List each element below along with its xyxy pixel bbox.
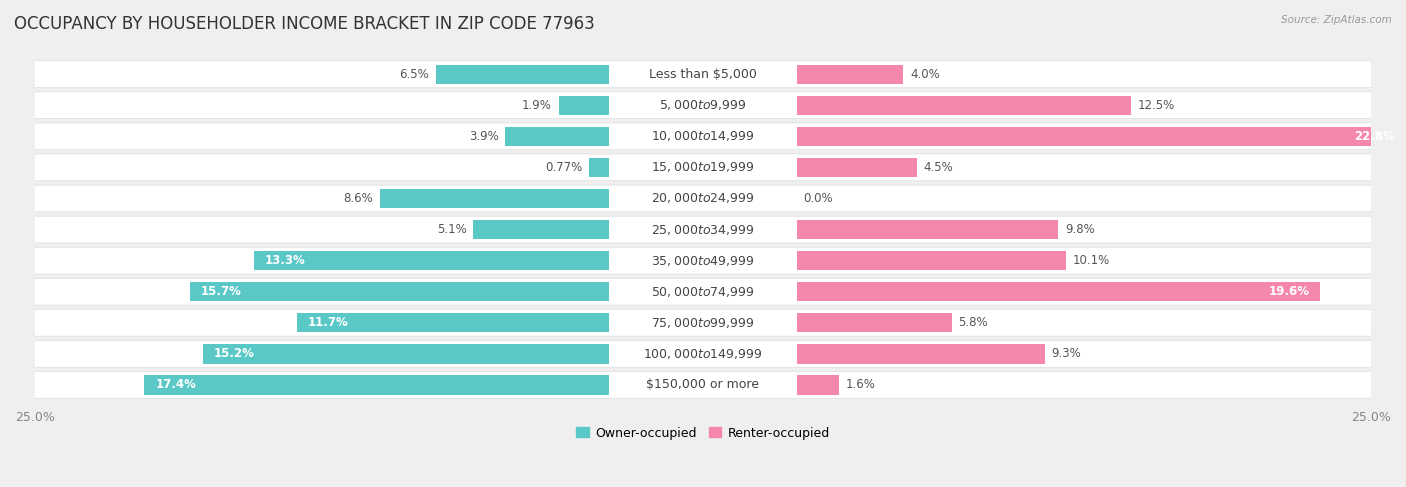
Text: $75,000 to $99,999: $75,000 to $99,999: [651, 316, 755, 330]
Text: $15,000 to $19,999: $15,000 to $19,999: [651, 160, 755, 174]
Bar: [797, 344, 1045, 363]
FancyBboxPatch shape: [34, 216, 1372, 243]
Text: 9.8%: 9.8%: [1066, 223, 1095, 236]
Text: 11.7%: 11.7%: [308, 316, 349, 329]
FancyBboxPatch shape: [34, 123, 1372, 150]
Text: $5,000 to $9,999: $5,000 to $9,999: [659, 98, 747, 112]
Text: 8.6%: 8.6%: [343, 192, 373, 205]
Text: $10,000 to $14,999: $10,000 to $14,999: [651, 130, 755, 143]
Text: $50,000 to $74,999: $50,000 to $74,999: [651, 285, 755, 299]
FancyBboxPatch shape: [34, 309, 1372, 336]
Bar: [380, 189, 609, 208]
Text: 5.8%: 5.8%: [959, 316, 988, 329]
Legend: Owner-occupied, Renter-occupied: Owner-occupied, Renter-occupied: [571, 422, 835, 445]
Bar: [436, 64, 609, 84]
Bar: [797, 220, 1059, 239]
Text: 0.77%: 0.77%: [546, 161, 582, 174]
Text: 17.4%: 17.4%: [155, 378, 195, 392]
Text: 9.3%: 9.3%: [1052, 347, 1081, 360]
FancyBboxPatch shape: [34, 247, 1372, 274]
Text: 19.6%: 19.6%: [1268, 285, 1309, 298]
Bar: [505, 127, 609, 146]
Bar: [797, 158, 917, 177]
Bar: [145, 375, 609, 394]
FancyBboxPatch shape: [34, 372, 1372, 398]
Text: 5.1%: 5.1%: [437, 223, 467, 236]
Bar: [190, 282, 609, 301]
Text: 13.3%: 13.3%: [264, 254, 305, 267]
FancyBboxPatch shape: [34, 185, 1372, 212]
FancyBboxPatch shape: [34, 154, 1372, 181]
Bar: [297, 313, 609, 333]
Text: 0.0%: 0.0%: [803, 192, 832, 205]
Text: $100,000 to $149,999: $100,000 to $149,999: [644, 347, 762, 361]
Text: $150,000 or more: $150,000 or more: [647, 378, 759, 392]
Text: 6.5%: 6.5%: [399, 68, 429, 81]
Text: 1.6%: 1.6%: [846, 378, 876, 392]
FancyBboxPatch shape: [34, 279, 1372, 305]
FancyBboxPatch shape: [34, 92, 1372, 119]
Bar: [474, 220, 609, 239]
Text: 15.2%: 15.2%: [214, 347, 254, 360]
Text: $20,000 to $24,999: $20,000 to $24,999: [651, 191, 755, 206]
Text: 15.7%: 15.7%: [201, 285, 242, 298]
Text: 1.9%: 1.9%: [522, 99, 553, 112]
Text: 22.8%: 22.8%: [1354, 130, 1395, 143]
Text: 4.5%: 4.5%: [924, 161, 953, 174]
Bar: [797, 282, 1320, 301]
Text: $35,000 to $49,999: $35,000 to $49,999: [651, 254, 755, 268]
Bar: [254, 251, 609, 270]
Text: 10.1%: 10.1%: [1073, 254, 1111, 267]
Bar: [797, 64, 904, 84]
Text: OCCUPANCY BY HOUSEHOLDER INCOME BRACKET IN ZIP CODE 77963: OCCUPANCY BY HOUSEHOLDER INCOME BRACKET …: [14, 15, 595, 33]
Bar: [589, 158, 609, 177]
Text: 3.9%: 3.9%: [468, 130, 499, 143]
FancyBboxPatch shape: [34, 61, 1372, 88]
Bar: [797, 375, 839, 394]
Text: 4.0%: 4.0%: [910, 68, 939, 81]
Bar: [797, 127, 1406, 146]
Bar: [797, 95, 1130, 115]
Text: Source: ZipAtlas.com: Source: ZipAtlas.com: [1281, 15, 1392, 25]
Bar: [797, 313, 952, 333]
FancyBboxPatch shape: [34, 340, 1372, 367]
Bar: [204, 344, 609, 363]
Text: 12.5%: 12.5%: [1137, 99, 1174, 112]
Text: Less than $5,000: Less than $5,000: [650, 68, 756, 81]
Bar: [558, 95, 609, 115]
Text: $25,000 to $34,999: $25,000 to $34,999: [651, 223, 755, 237]
Bar: [797, 251, 1066, 270]
